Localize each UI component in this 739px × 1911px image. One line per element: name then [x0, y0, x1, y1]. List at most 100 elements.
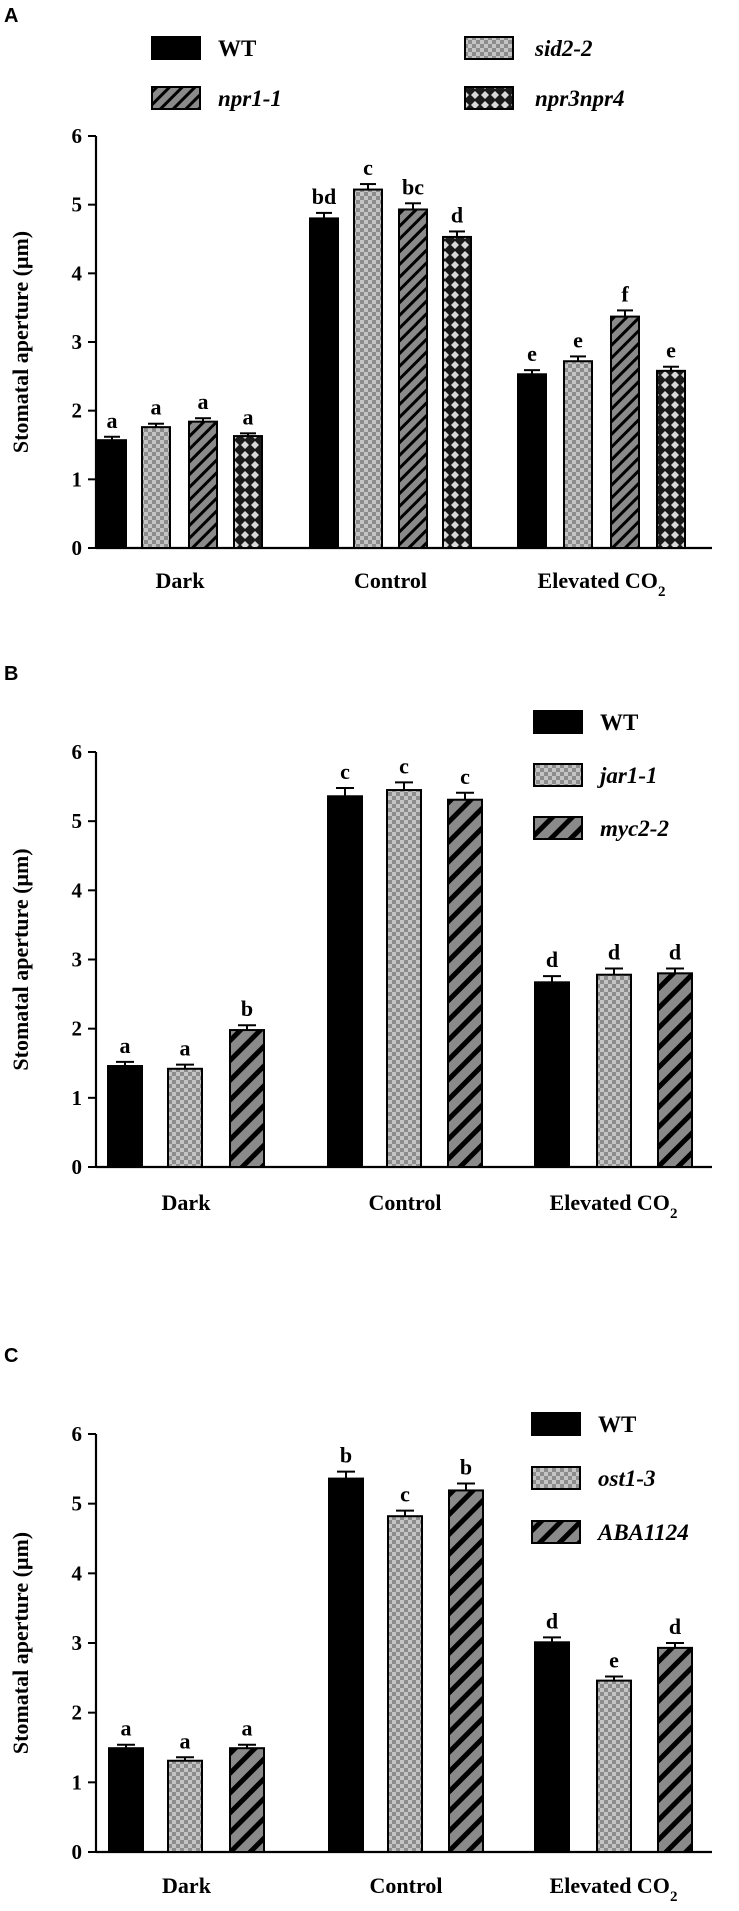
significance-letter: a [243, 404, 254, 429]
y-tick-label: 5 [72, 1492, 83, 1516]
bar-checker [167, 1067, 203, 1168]
bar-diag-wide [229, 1029, 265, 1169]
category-label: Elevated CO2 [550, 1190, 678, 1222]
significance-letter: d [546, 1608, 558, 1633]
panel-a: A [4, 5, 18, 27]
legend-entry: sid2-2 [464, 36, 593, 61]
y-tick-label: 0 [72, 536, 83, 560]
legend-label: jar1-1 [596, 763, 658, 788]
bar-solid [534, 981, 570, 1169]
significance-letter: b [460, 1454, 472, 1479]
panel-letter-a: A [4, 5, 18, 27]
y-tick-label: 4 [72, 878, 83, 902]
bar-checker [563, 360, 593, 549]
legend-swatch [533, 763, 583, 787]
legend-swatch [533, 816, 583, 840]
panel-letter-c: C [4, 1345, 18, 1367]
significance-letter: d [546, 947, 558, 972]
significance-letter: a [198, 389, 209, 414]
bar-diag-wide [447, 798, 483, 1168]
category-label: Dark [162, 1873, 212, 1898]
bar-checker [386, 789, 422, 1169]
legend-swatch [531, 1466, 581, 1490]
legend-label: ABA1124 [596, 1520, 689, 1545]
bar-checker [596, 1679, 632, 1853]
bar-checker [387, 1515, 423, 1853]
y-tick-label: 3 [72, 330, 83, 354]
category-label: Control [370, 1873, 443, 1898]
bar-solid [97, 439, 127, 549]
significance-letter: e [666, 338, 676, 363]
legend-label: npr1-1 [218, 86, 282, 111]
significance-letter: b [241, 996, 253, 1021]
bar-diamond [233, 435, 263, 549]
legend-label: myc2-2 [600, 816, 669, 841]
legend-entry: ost1-3 [531, 1466, 656, 1491]
legend-swatch [533, 710, 583, 734]
significance-letter: a [151, 395, 162, 420]
legend-entry: WT [533, 710, 638, 735]
significance-letter: d [669, 939, 681, 964]
legend-label: WT [598, 1412, 636, 1437]
y-tick-label: 3 [72, 948, 83, 972]
legend-swatch [464, 86, 514, 110]
legend-swatch [531, 1412, 581, 1436]
bar-diag-wide [657, 972, 693, 1168]
legend-entry: ABA1124 [531, 1520, 689, 1545]
y-tick-label: 1 [72, 467, 83, 491]
bar-diag-thin [188, 420, 218, 549]
legend-entry: npr1-1 [151, 86, 282, 111]
legend-entry: WT [531, 1412, 636, 1437]
significance-letter: a [180, 1036, 191, 1061]
significance-letter: c [399, 753, 409, 778]
significance-letter: d [451, 202, 463, 227]
bar-checker [353, 188, 383, 549]
bar-solid [309, 217, 339, 549]
bar-solid [534, 1641, 570, 1854]
bar-diag-wide [657, 1646, 693, 1854]
y-axis-label: Stomatal aperture (μm) [8, 231, 33, 453]
bar-diag-wide [448, 1489, 484, 1854]
y-tick-label: 6 [72, 740, 83, 764]
legend-swatch [151, 86, 201, 110]
significance-letter: c [363, 155, 373, 180]
panel-c: C [4, 1345, 18, 1367]
legend-label: WT [600, 710, 638, 735]
bar-checker [141, 426, 171, 549]
y-axis-label: Stomatal aperture (μm) [8, 848, 33, 1070]
significance-letter: c [400, 1482, 410, 1507]
legend-swatch [464, 36, 514, 60]
bar-diag-thin [398, 208, 428, 549]
panel-b-plot: 0 1 2 3 4 5 6 Stomatal aperture (μm) Dark Control… [8, 710, 712, 1222]
bar-diamond [656, 369, 686, 549]
y-axis-label: Stomatal aperture (μm) [8, 1532, 33, 1754]
y-tick-label: 2 [72, 1017, 83, 1041]
y-tick-label: 2 [72, 399, 83, 423]
legend-entry: npr3npr4 [464, 86, 624, 111]
y-tick-label: 1 [72, 1086, 83, 1110]
panel-b: B [4, 663, 18, 685]
legend-swatch [531, 1520, 581, 1544]
y-tick-label: 0 [72, 1155, 83, 1179]
legend-entry: jar1-1 [533, 763, 658, 788]
category-label: Elevated CO2 [538, 568, 666, 600]
significance-letter: a [121, 1716, 132, 1741]
panel-a-plot: 0 1 2 3 4 5 6 Stomatal aperture (μm) Dark Control… [8, 36, 712, 600]
significance-letter: a [180, 1728, 191, 1753]
significance-letter: e [609, 1647, 619, 1672]
y-tick-label: 4 [72, 261, 83, 285]
category-label: Control [354, 568, 427, 593]
legend-label: sid2-2 [534, 36, 593, 61]
significance-letter: d [608, 939, 620, 964]
significance-letter: a [242, 1716, 253, 1741]
y-tick-label: 2 [72, 1701, 83, 1725]
significance-letter: e [573, 327, 583, 352]
significance-letter: d [669, 1614, 681, 1639]
significance-letter: bd [312, 184, 336, 209]
significance-letter: a [120, 1033, 131, 1058]
legend-entry: WT [151, 36, 256, 61]
y-tick-label: 0 [72, 1840, 83, 1864]
y-tick-label: 5 [72, 809, 83, 833]
y-tick-label: 5 [72, 193, 83, 217]
y-tick-label: 6 [72, 1422, 83, 1446]
